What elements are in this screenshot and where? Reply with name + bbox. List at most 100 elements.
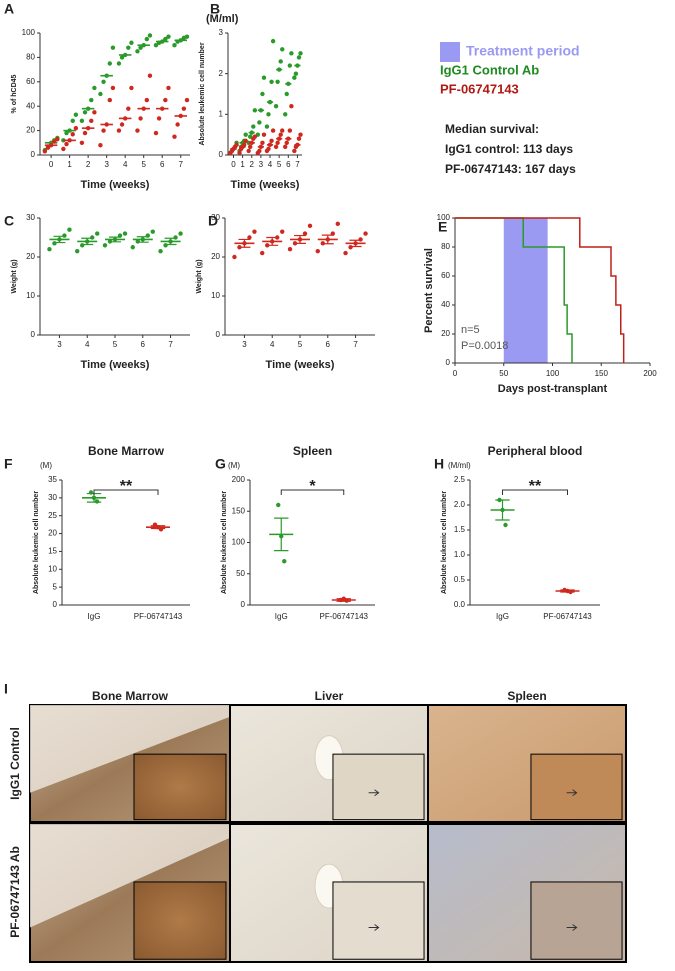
- y-tick-label: 15: [48, 547, 57, 556]
- shaded-period: [503, 218, 548, 363]
- point: [280, 128, 285, 133]
- point: [358, 237, 363, 242]
- point: [101, 79, 106, 85]
- y-tick-label: 40: [441, 300, 450, 309]
- y-tick-label: 60: [441, 271, 450, 280]
- point: [269, 138, 274, 143]
- point: [163, 243, 168, 248]
- significance-bracket: [280, 489, 345, 495]
- y-axis-label: % of hCD45: [11, 74, 18, 113]
- y-tick-label: 3: [219, 28, 224, 37]
- significance-label: **: [120, 478, 133, 495]
- x-tick-label: 3: [104, 160, 109, 169]
- point: [296, 55, 302, 60]
- point: [246, 148, 251, 154]
- x-axis-label: Time (weeks): [266, 359, 335, 371]
- y-axis-label: Percent survival: [423, 248, 435, 333]
- point: [257, 148, 262, 154]
- point: [95, 231, 100, 236]
- inset: [530, 753, 623, 821]
- error-bar: [321, 234, 334, 245]
- y-tick-label: 20: [26, 252, 35, 261]
- y-tick-label: 80: [441, 242, 450, 251]
- x-tick-label: 5: [277, 160, 282, 169]
- point: [257, 120, 262, 125]
- panel-letter: A: [4, 1, 14, 17]
- x-tick-label: PF-06747143: [320, 612, 369, 621]
- point: [298, 132, 303, 137]
- point: [126, 45, 131, 50]
- point: [184, 97, 190, 103]
- error-bar: [294, 234, 306, 244]
- point: [158, 248, 163, 254]
- panel-letter: F: [4, 456, 13, 472]
- legend-label: Treatment period: [466, 43, 580, 59]
- x-tick-label: 4: [123, 160, 128, 169]
- survival-line: [455, 217, 573, 363]
- x-tick-label: PF-06747143: [543, 612, 592, 621]
- point: [260, 250, 265, 256]
- point: [150, 229, 155, 234]
- y-tick-label: 80: [26, 53, 35, 62]
- point: [101, 128, 106, 133]
- x-axis-label: Time (weeks): [81, 359, 150, 371]
- point: [252, 134, 258, 139]
- inset: [332, 753, 425, 821]
- y-tick-label: 60: [26, 77, 35, 86]
- x-tick-label: 0: [453, 369, 458, 378]
- y-axis-label: Absolute leukemic cell number: [199, 42, 206, 145]
- point: [348, 245, 353, 250]
- point: [273, 104, 279, 109]
- point: [153, 43, 159, 48]
- unit-label: (M): [228, 461, 240, 470]
- point: [284, 91, 289, 97]
- y-tick-label: 0: [53, 600, 58, 609]
- column-header: Spleen: [507, 689, 546, 703]
- point: [266, 146, 271, 152]
- x-tick-label: 6: [160, 160, 165, 169]
- y-tick-label: 30: [211, 213, 220, 222]
- y-tick-label: 30: [48, 493, 57, 502]
- y-tick-label: 50: [236, 569, 245, 578]
- survival-line: [455, 217, 625, 363]
- chart-title: Spleen: [293, 444, 332, 458]
- point: [110, 85, 116, 91]
- y-axis-label: Absolute leukemic cell number: [441, 491, 448, 594]
- point: [138, 116, 143, 121]
- y-tick-label: 40: [26, 101, 35, 110]
- inset: [530, 881, 623, 960]
- point: [62, 233, 67, 238]
- error-bar: [81, 237, 94, 246]
- error-bar: [495, 499, 510, 521]
- point: [503, 522, 508, 528]
- x-tick-label: 5: [141, 160, 146, 169]
- point: [278, 59, 283, 64]
- point: [42, 149, 48, 154]
- point: [270, 38, 276, 44]
- unit-label: (M): [40, 461, 52, 470]
- error-bar: [136, 236, 149, 243]
- x-tick-label: 1: [67, 160, 72, 169]
- point: [153, 130, 159, 136]
- y-tick-label: 0.5: [454, 575, 466, 584]
- x-tick-label: 7: [295, 160, 300, 169]
- point: [75, 248, 80, 254]
- y-tick-label: 200: [232, 475, 246, 484]
- point: [64, 130, 69, 136]
- point: [261, 132, 267, 137]
- x-tick-label: 2: [86, 160, 91, 169]
- point: [107, 61, 112, 66]
- point: [298, 51, 303, 56]
- y-tick-label: 0: [219, 150, 224, 159]
- point: [273, 144, 279, 150]
- column-header: Bone Marrow: [92, 689, 169, 703]
- point: [261, 75, 267, 80]
- y-tick-label: 2.5: [454, 475, 466, 484]
- point: [82, 110, 88, 115]
- y-tick-label: 1.0: [454, 550, 466, 559]
- error-bar: [150, 525, 166, 530]
- point: [276, 502, 281, 508]
- point: [243, 138, 248, 143]
- point: [184, 34, 190, 39]
- point: [287, 247, 293, 252]
